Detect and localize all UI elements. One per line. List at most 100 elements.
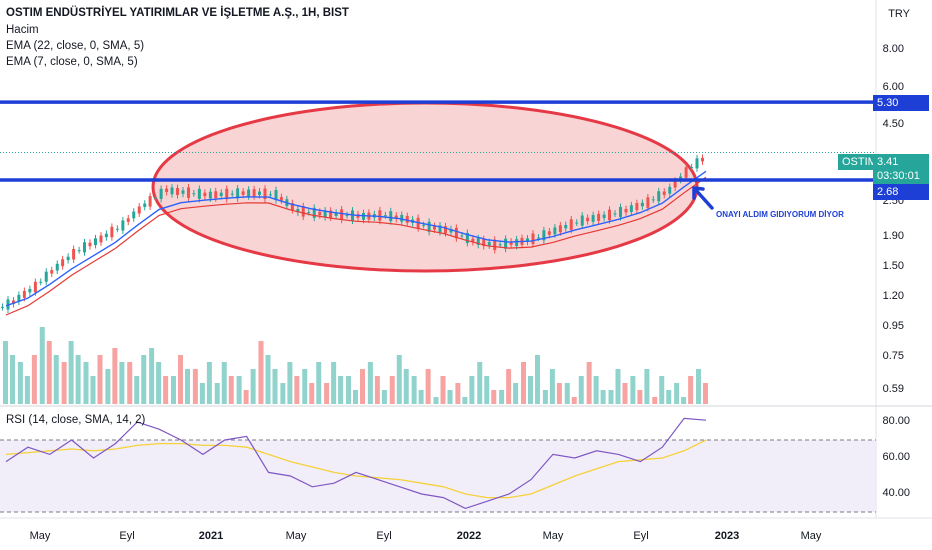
highlight-ellipse <box>151 101 699 273</box>
candle-body <box>460 235 464 237</box>
volume-bar <box>10 355 15 404</box>
volume-bar <box>644 369 650 404</box>
volume-bar <box>403 369 409 404</box>
volume-bar <box>549 369 555 404</box>
volume-bar <box>542 390 548 404</box>
candle-body <box>635 203 639 211</box>
volume-bar <box>243 390 249 404</box>
candle-body <box>422 224 426 226</box>
candle-body <box>132 211 136 219</box>
volume-bar <box>360 369 365 404</box>
price-tick-label: 6.00 <box>882 81 904 93</box>
candle-body <box>121 220 125 231</box>
volume-bar <box>477 362 483 404</box>
price-tick-label: 1.20 <box>882 290 904 302</box>
candle-body <box>159 188 163 199</box>
candle-body <box>258 191 261 195</box>
candle-body <box>154 197 158 199</box>
ema7-line <box>5 170 707 307</box>
annotation-text: ONAYI ALDIM GIDIYORUM DİYOR <box>716 210 844 219</box>
volume-bar <box>666 390 672 404</box>
volume-bar <box>206 362 212 404</box>
candle-body <box>482 239 486 247</box>
candle-body <box>389 211 393 222</box>
volume-bar <box>280 383 286 404</box>
candle-body <box>39 281 43 283</box>
candle-body <box>307 212 311 214</box>
volume-bar <box>696 369 701 404</box>
volume-bar <box>469 376 475 404</box>
candle-body <box>66 256 70 261</box>
candle-body <box>279 197 283 201</box>
volume-bar <box>462 397 468 404</box>
volume-bar <box>214 383 220 404</box>
volume-bar <box>681 397 687 404</box>
candle-body <box>1 306 4 308</box>
volume-bar <box>68 341 74 404</box>
countdown-tag: 03:30:01 <box>873 168 929 184</box>
volume-bar <box>46 341 52 404</box>
volume-bar <box>622 383 628 404</box>
candle-body <box>405 215 409 223</box>
candle-body <box>83 242 86 253</box>
time-axis-label: May <box>542 530 564 542</box>
candle-body <box>77 250 81 252</box>
volume-bar <box>149 348 155 404</box>
volume-bar <box>316 362 322 404</box>
candle-body <box>679 176 683 180</box>
volume-bar <box>265 355 271 404</box>
volume-bar <box>484 376 490 404</box>
candle-body <box>334 212 338 217</box>
volume-bar <box>367 362 373 404</box>
candle-body <box>438 225 442 233</box>
volume-bar <box>455 383 461 404</box>
candle-body <box>602 214 606 219</box>
candle-body <box>61 259 65 267</box>
candle-body <box>608 209 611 221</box>
candle-body <box>433 226 436 230</box>
candle-body <box>629 205 633 212</box>
time-axis-label: 2022 <box>456 530 482 542</box>
volume-bar <box>258 341 264 404</box>
volume-bar <box>236 376 242 404</box>
volume-bar <box>506 369 512 404</box>
candle-body <box>509 241 513 245</box>
volume-bar <box>389 376 395 404</box>
volume-bar <box>75 355 81 404</box>
volume-bar <box>112 348 118 404</box>
candle-body <box>269 194 272 196</box>
volume-bar <box>31 355 37 404</box>
candle-body <box>28 288 32 293</box>
volume-bar <box>221 362 227 404</box>
candle-body <box>569 219 573 230</box>
volume-bar <box>331 362 337 404</box>
price-tick-label: 1.50 <box>882 260 904 272</box>
volume-bar <box>491 390 497 404</box>
candle-body <box>684 167 688 178</box>
candle-body <box>427 221 431 232</box>
candle-body <box>668 186 672 194</box>
volume-bar <box>578 376 584 404</box>
currency-label: TRY <box>888 8 910 20</box>
candle-body <box>695 158 699 169</box>
volume-bar <box>302 369 308 404</box>
volume-bar <box>141 355 147 404</box>
volume-bar <box>39 327 45 404</box>
candle-body <box>597 213 601 221</box>
volume-bar <box>156 362 162 404</box>
candle-body <box>197 188 201 199</box>
volume-bar <box>600 390 606 404</box>
candle-body <box>165 188 169 193</box>
volume-bar <box>703 383 708 404</box>
candle-body <box>613 213 617 215</box>
candle-body <box>586 217 590 222</box>
candle-body <box>329 210 333 218</box>
volume-bar <box>688 376 694 404</box>
candle-body <box>290 203 294 211</box>
volume-bar <box>287 362 293 404</box>
price-tick-label: 0.95 <box>882 320 904 332</box>
candle-body <box>624 208 628 213</box>
volume-bar <box>535 355 540 404</box>
volume-bar <box>105 369 111 404</box>
